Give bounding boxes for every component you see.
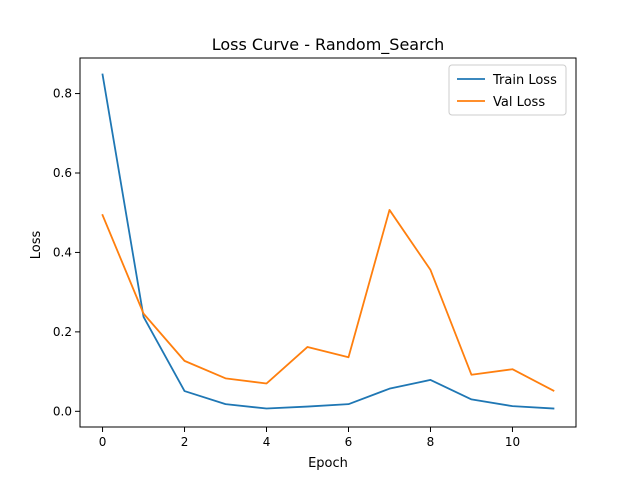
x-axis-label: Epoch (308, 456, 348, 471)
series-line-train-loss (101, 73, 555, 410)
y-tick-label: 0.0 (53, 404, 72, 418)
x-tick-label: 0 (99, 435, 107, 449)
x-tick-label: 4 (263, 435, 271, 449)
y-axis-label: Loss (29, 231, 44, 260)
legend: Train Loss Val Loss (448, 64, 567, 116)
y-tick-label: 0.8 (53, 87, 72, 101)
x-axis: 0 2 4 6 8 10 (99, 427, 520, 449)
plot-area (79, 57, 577, 428)
x-tick-label: 6 (345, 435, 353, 449)
x-tick-label: 10 (505, 435, 520, 449)
plot-frame (79, 57, 577, 428)
legend-box (448, 64, 567, 116)
series-line-val-loss (101, 209, 555, 392)
series-lines (101, 73, 555, 410)
legend-label: Train Loss (492, 73, 557, 88)
y-tick-label: 0.4 (53, 245, 72, 259)
y-tick-label: 0.2 (53, 325, 72, 339)
x-tick-label: 2 (181, 435, 189, 449)
legend-label: Val Loss (493, 95, 545, 110)
x-tick-label: 8 (427, 435, 435, 449)
y-tick-label: 0.6 (53, 166, 72, 180)
y-axis: 0.0 0.2 0.4 0.6 0.8 (53, 87, 80, 418)
chart-title: Loss Curve - Random_Search (212, 35, 445, 55)
